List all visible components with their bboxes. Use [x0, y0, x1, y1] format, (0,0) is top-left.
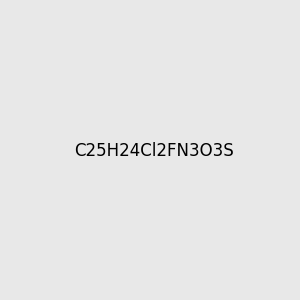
Text: C25H24Cl2FN3O3S: C25H24Cl2FN3O3S	[74, 142, 234, 160]
